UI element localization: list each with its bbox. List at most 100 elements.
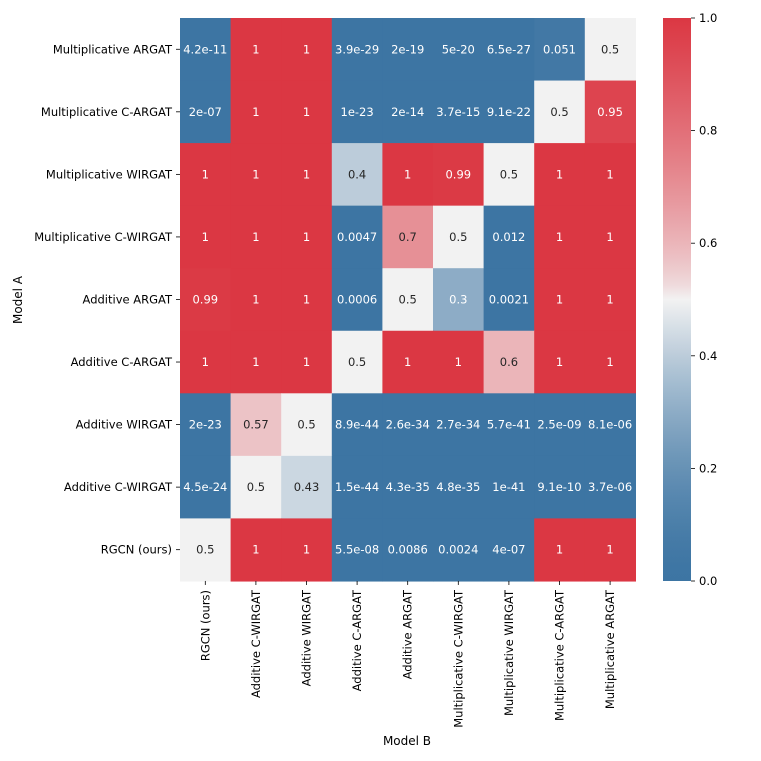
cell-label: 0.5 [449,230,467,244]
heatmap-cell [281,80,333,144]
cell-label: 2e-07 [189,105,222,119]
x-tick-label: Additive ARGAT [401,589,415,679]
heatmap-cell [584,18,636,82]
heatmap-cell [180,205,232,269]
heatmap-cell [483,18,535,82]
heatmap-cell [433,393,485,457]
heatmap-cell [433,143,485,207]
x-tick-label: Multiplicative C-WIRGAT [451,589,465,728]
cell-label: 1 [556,167,563,181]
heatmap-cell [534,80,586,144]
x-tick-label: Multiplicative C-ARGAT [553,589,567,721]
heatmap-cell [230,455,282,519]
heatmap-cell [584,268,636,332]
cell-label: 0.7 [399,230,417,244]
cell-label: 1 [252,355,259,369]
cell-label: 0.5 [399,292,417,306]
cell-label: 5e-20 [442,42,475,56]
y-axis-label: Model A [11,275,25,324]
cell-label: 1 [606,355,613,369]
heatmap-cells [180,18,636,582]
cell-label: 2.7e-34 [436,418,480,432]
heatmap-cell [180,143,232,207]
cell-label: 1 [303,105,310,119]
y-tick-label: Additive C-WIRGAT [64,480,173,494]
colorbar-tick-label: 1.0 [699,11,717,25]
x-tick-label: Additive C-WIRGAT [249,589,263,698]
cell-label: 1e-41 [492,480,525,494]
cell-label: 1 [606,230,613,244]
heatmap-cell [483,143,535,207]
heatmap-cell [584,455,636,519]
heatmap-cell [230,143,282,207]
heatmap-cell [433,455,485,519]
colorbar-tick-label: 0.0 [699,574,717,588]
cell-label: 1 [202,355,209,369]
heatmap-cell [433,18,485,82]
colorbar [663,18,691,581]
heatmap-cell [230,205,282,269]
y-tick-label: Additive ARGAT [83,292,173,306]
heatmap-cell [534,518,586,582]
heatmap-cell [281,268,333,332]
cell-label: 9.1e-10 [537,480,581,494]
cell-label: 1 [556,543,563,557]
cell-label: 0.99 [445,167,471,181]
heatmap-cell [534,18,586,82]
colorbar-ticks: 0.0 0.2 0.4 0.6 0.8 1.0 [691,11,717,588]
heatmap-cell [180,18,232,82]
heatmap-cell [382,393,434,457]
x-tick-label: RGCN (ours) [198,590,212,661]
heatmap-cell [433,330,485,394]
heatmap-cell [331,80,383,144]
cell-label: 0.99 [192,292,218,306]
heatmap-cell [433,205,485,269]
cell-label: 1 [252,167,259,181]
heatmap-cell [534,143,586,207]
heatmap-cell [584,393,636,457]
heatmap-cell [331,143,383,207]
heatmap-cell [382,455,434,519]
y-tick-label: Multiplicative C-WIRGAT [34,230,173,244]
cell-label: 4e-07 [492,543,525,557]
heatmap-cell [331,205,383,269]
cell-label: 4.5e-24 [183,480,227,494]
heatmap-cell [331,393,383,457]
x-tick-label: Additive C-ARGAT [350,589,364,691]
cell-label: 8.9e-44 [335,418,379,432]
heatmap-cell [584,205,636,269]
heatmap-cell [331,518,383,582]
heatmap-cell [281,455,333,519]
heatmap-cell [230,80,282,144]
y-axis-ticks: Multiplicative ARGAT Multiplicative C-ARG… [34,42,180,557]
heatmap-cell [534,268,586,332]
cell-label: 2e-19 [391,42,424,56]
cell-label: 4.2e-11 [183,42,227,56]
cell-label: 0.57 [243,418,269,432]
heatmap-cell [331,330,383,394]
cell-label: 3.7e-15 [436,105,480,119]
y-tick-label: RGCN (ours) [101,543,172,557]
cell-label: 1 [303,543,310,557]
cell-label: 0.0024 [438,543,478,557]
cell-label: 4.8e-35 [436,480,480,494]
cell-label: 5.7e-41 [487,418,531,432]
heatmap-cell [534,455,586,519]
heatmap-cell [331,18,383,82]
cell-label: 1 [252,292,259,306]
cell-label: 0.051 [543,42,576,56]
x-tick-label: Multiplicative WIRGAT [502,589,516,716]
heatmap-cell [281,518,333,582]
cell-label: 1 [252,543,259,557]
cell-label: 1 [556,230,563,244]
heatmap-cell [382,330,434,394]
heatmap-cell [584,80,636,144]
heatmap-cell [534,330,586,394]
cell-label: 1 [252,105,259,119]
cell-label: 0.0021 [489,292,529,306]
cell-label: 1 [556,292,563,306]
heatmap-cell [433,268,485,332]
heatmap-cell [331,268,383,332]
heatmap-cell [483,205,535,269]
